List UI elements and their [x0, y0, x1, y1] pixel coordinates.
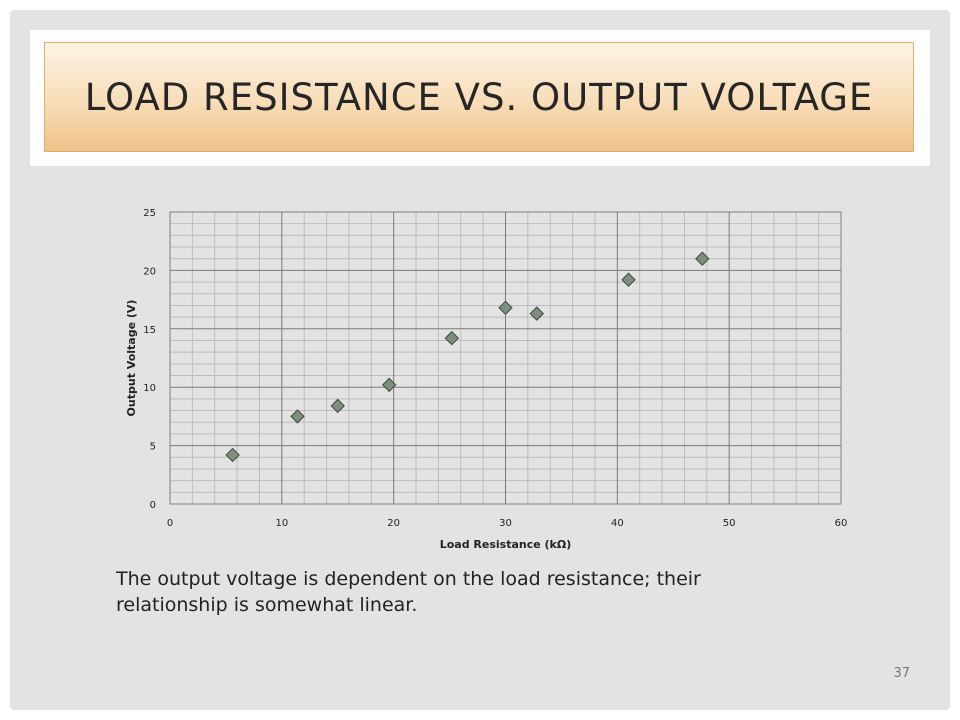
x-tick-label: 60: [835, 518, 848, 529]
x-tick-label: 40: [611, 518, 624, 529]
title-frame: LOAD RESISTANCE VS. OUTPUT VOLTAGE: [30, 30, 930, 166]
data-point: [444, 330, 460, 346]
data-point: [529, 306, 545, 321]
major-gridlines: [169, 211, 842, 505]
data-points: [225, 251, 710, 463]
y-tick-label: 20: [143, 266, 156, 277]
y-tick-label: 0: [150, 500, 156, 511]
data-point: [330, 398, 345, 414]
data-point: [498, 300, 513, 315]
data-point: [695, 251, 710, 266]
title-box: LOAD RESISTANCE VS. OUTPUT VOLTAGE: [44, 42, 914, 152]
x-tick-label: 30: [499, 518, 512, 529]
y-tick-label: 15: [143, 325, 156, 336]
y-tick-label: 25: [143, 208, 156, 219]
x-axis-tick-labels: 0 10 20 30 40 50 60: [167, 518, 848, 529]
data-point: [225, 447, 240, 463]
y-axis-tick-labels: 0 5 10 15 20 25: [143, 208, 156, 511]
slide-caption: The output voltage is dependent on the l…: [116, 568, 701, 616]
plot-area-border: [169, 211, 842, 505]
slide-title: LOAD RESISTANCE VS. OUTPUT VOLTAGE: [84, 75, 874, 119]
y-tick-label: 10: [143, 383, 156, 394]
x-axis-title: Load Resistance (kΩ): [440, 538, 572, 551]
x-tick-label: 20: [387, 518, 400, 529]
data-point: [381, 377, 397, 393]
page-number: 37: [893, 666, 910, 681]
y-tick-label: 5: [150, 442, 156, 453]
x-tick-label: 10: [275, 518, 288, 529]
data-point: [290, 409, 305, 424]
x-tick-label: 50: [723, 518, 736, 529]
x-tick-label: 0: [167, 518, 173, 529]
data-point: [621, 272, 636, 287]
y-axis-title: Output Voltage (V): [125, 300, 138, 417]
